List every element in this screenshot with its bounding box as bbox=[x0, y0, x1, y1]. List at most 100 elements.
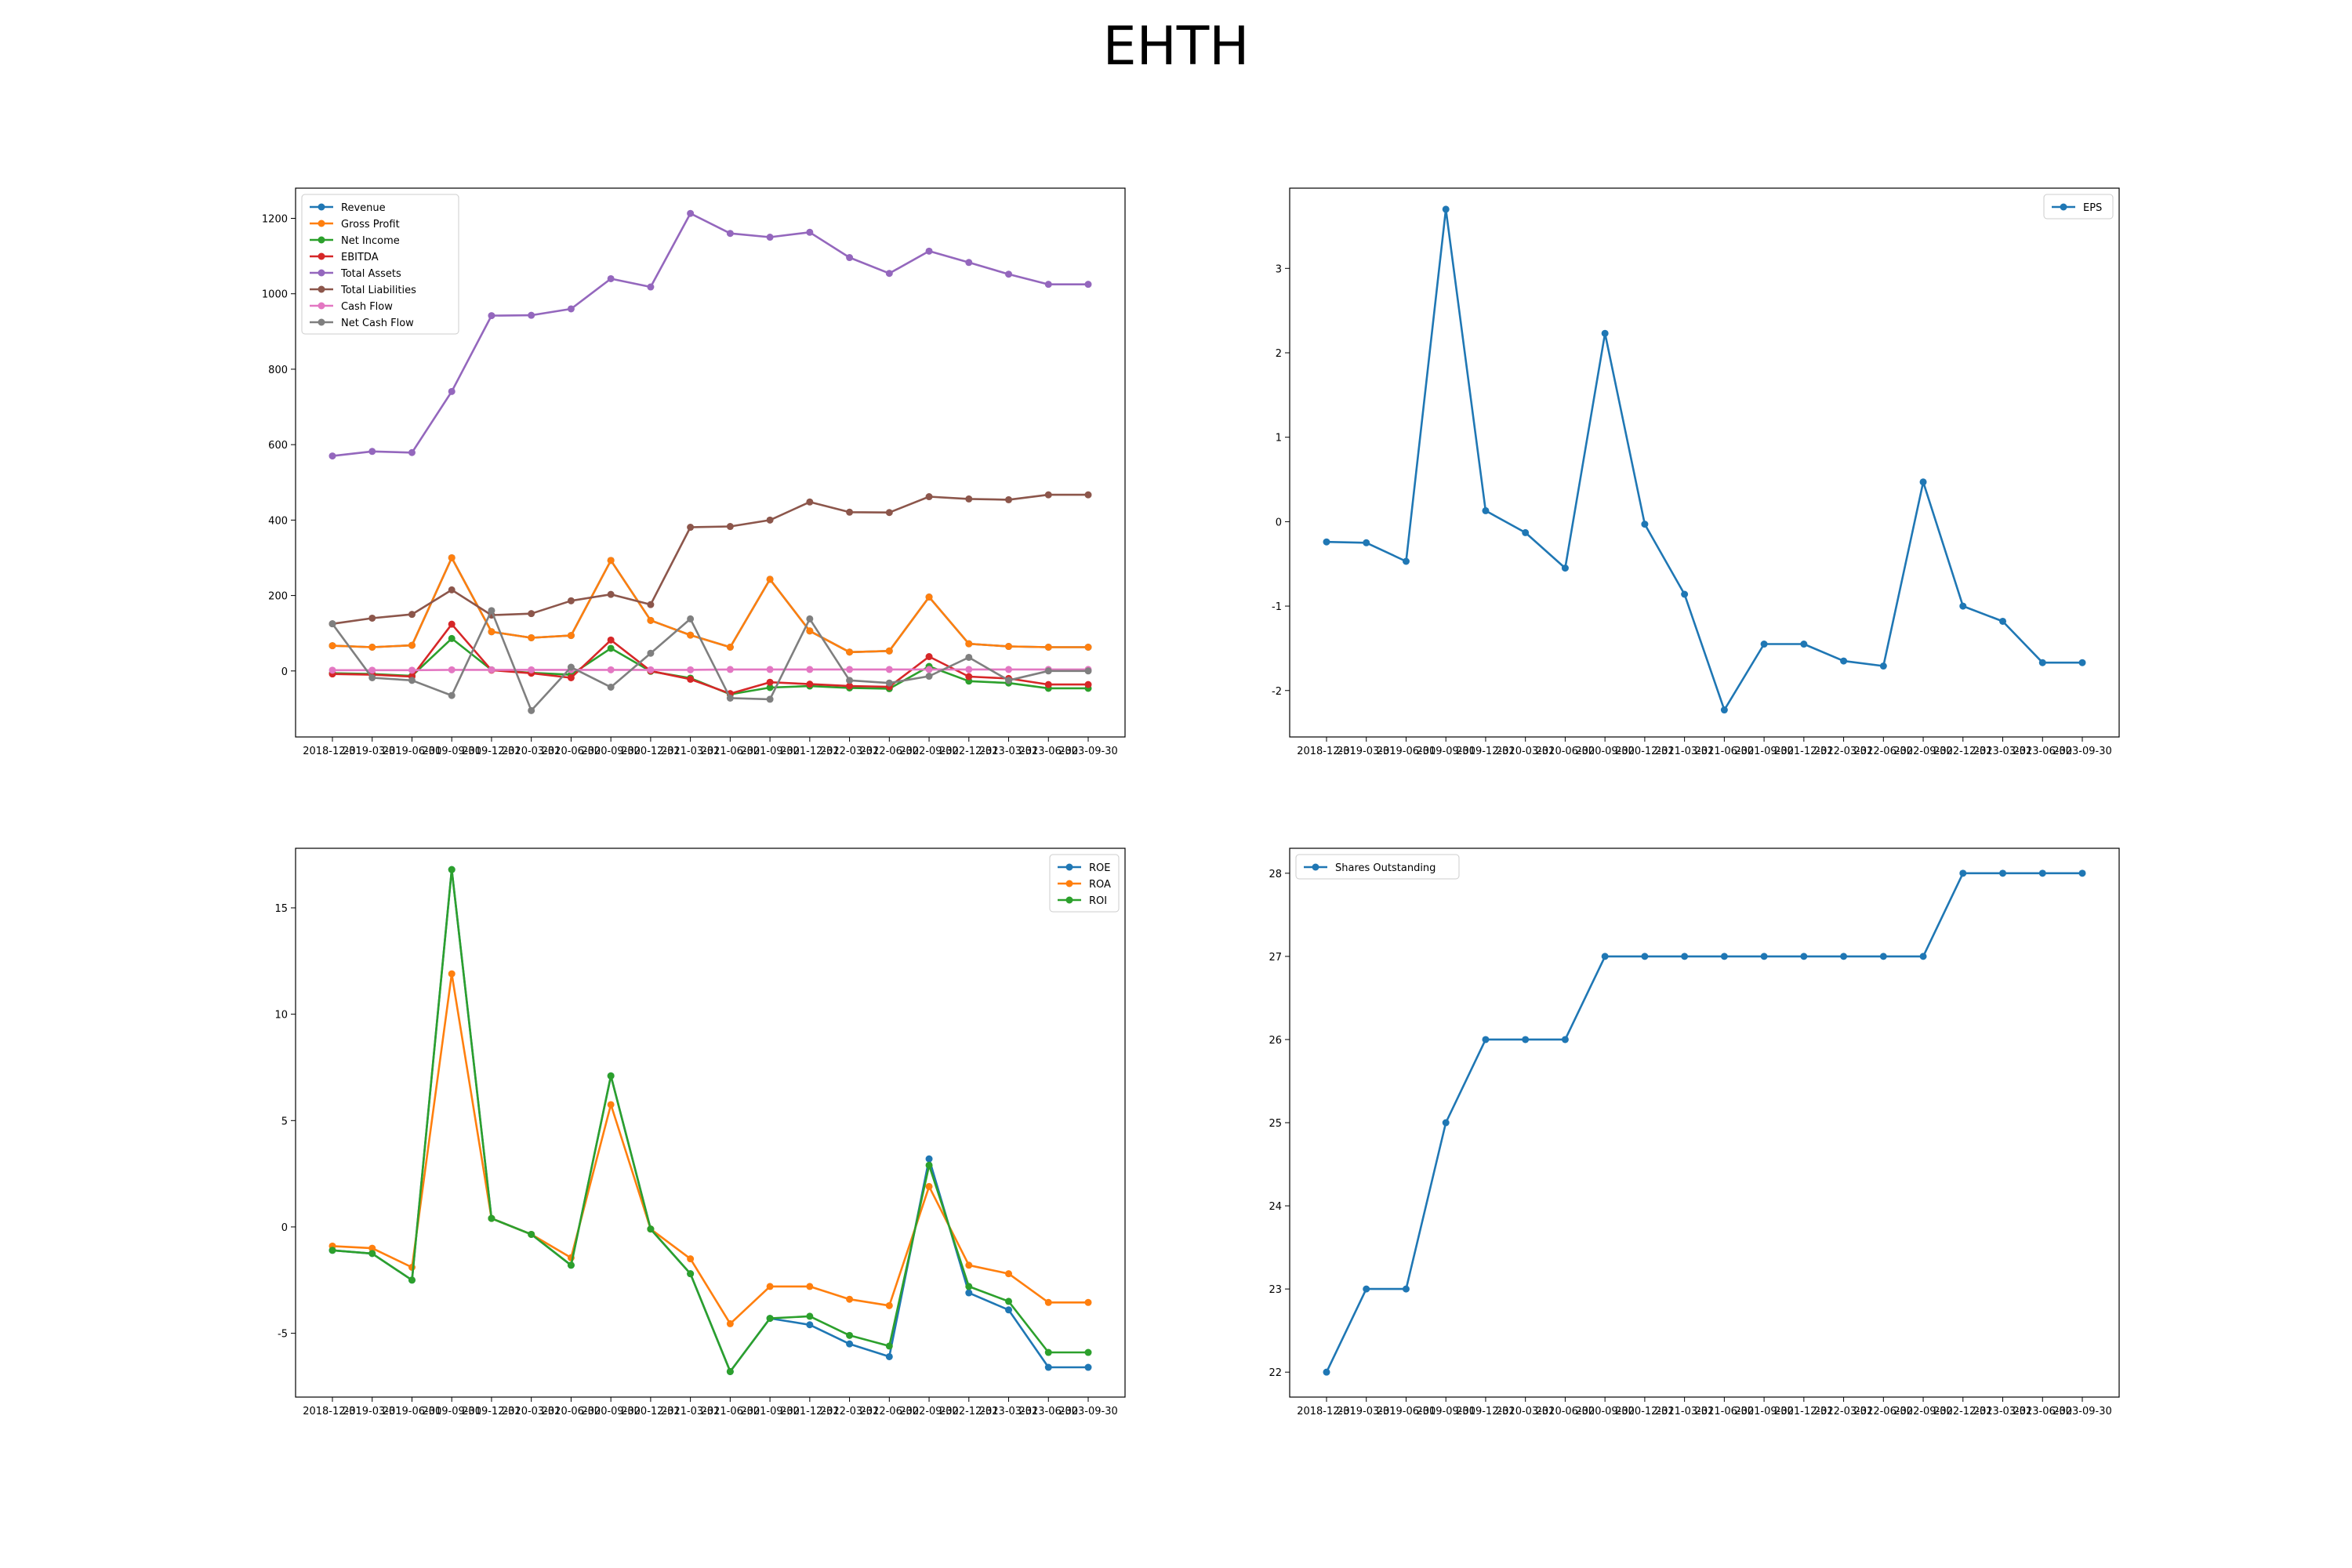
x-tick-label: 2021-09-30 bbox=[1734, 746, 1794, 757]
x-tick-label: 2020-12-31 bbox=[1615, 1406, 1675, 1417]
x-tick-label: 2018-12-31 bbox=[303, 1406, 362, 1417]
data-point-roi bbox=[368, 1250, 376, 1258]
data-point-net-cash-flow bbox=[1084, 667, 1092, 675]
data-point-total-assets bbox=[925, 247, 933, 255]
legend: Shares Outstanding bbox=[1295, 854, 1460, 880]
legend-label-net-income: Net Income bbox=[341, 235, 400, 247]
data-point-shares-outstanding bbox=[1561, 1036, 1569, 1044]
x-tick-label: 2023-03-31 bbox=[1973, 746, 2033, 757]
legend-marker-roe bbox=[1065, 863, 1073, 871]
data-point-gross-profit bbox=[1005, 643, 1013, 651]
series-line-roe bbox=[332, 868, 1088, 1373]
data-point-total-assets bbox=[726, 230, 734, 238]
data-point-shares-outstanding bbox=[1800, 953, 1808, 960]
y-tick-label: 15 bbox=[274, 903, 288, 915]
data-point-eps bbox=[1720, 706, 1728, 714]
x-tick-label: 2020-03-31 bbox=[1496, 1406, 1555, 1417]
data-point-ebitda bbox=[1084, 681, 1092, 688]
x-tick-label: 2023-09-30 bbox=[1058, 1406, 1118, 1417]
y-tick-label: 28 bbox=[1269, 869, 1282, 880]
data-point-eps bbox=[1522, 528, 1530, 536]
data-point-cash-flow bbox=[368, 666, 376, 674]
x-tick-label: 2023-06-30 bbox=[1018, 746, 1078, 757]
data-point-ebitda bbox=[607, 636, 615, 644]
legend-label-total-assets: Total Assets bbox=[340, 268, 401, 280]
data-point-shares-outstanding bbox=[1760, 953, 1768, 960]
series-line-net-cash-flow bbox=[331, 609, 1088, 712]
legend-label-eps: EPS bbox=[2083, 202, 2102, 214]
x-tick-label: 2019-12-31 bbox=[462, 746, 521, 757]
data-point-total-liabilities bbox=[448, 586, 456, 593]
chart-2: -2-101232018-12-312019-03-312019-06-3020… bbox=[1272, 187, 2120, 757]
data-point-cash-flow bbox=[965, 666, 973, 673]
data-point-gross-profit bbox=[687, 631, 695, 639]
series-line-eps bbox=[1326, 208, 2082, 711]
data-point-ebitda bbox=[965, 673, 973, 681]
data-point-gross-profit bbox=[408, 641, 416, 649]
chart-3: -50510152018-12-312019-03-312019-06-3020… bbox=[274, 848, 1126, 1417]
x-tick-label: 2021-03-31 bbox=[1655, 1406, 1715, 1417]
data-point-cash-flow bbox=[448, 666, 456, 673]
data-point-roa bbox=[1044, 1298, 1052, 1306]
data-point-roa bbox=[726, 1319, 734, 1327]
y-tick-label: -5 bbox=[278, 1329, 288, 1341]
data-point-total-assets bbox=[488, 312, 495, 320]
data-point-eps bbox=[1681, 590, 1689, 598]
data-point-total-assets bbox=[567, 305, 575, 313]
data-point-net-cash-flow bbox=[1005, 677, 1013, 684]
data-point-total-assets bbox=[368, 448, 376, 456]
data-point-roi bbox=[1044, 1348, 1052, 1356]
data-point-roi bbox=[528, 1230, 535, 1238]
data-point-gross-profit bbox=[488, 628, 495, 636]
data-point-cash-flow bbox=[647, 666, 655, 673]
data-point-net-cash-flow bbox=[528, 706, 535, 714]
x-tick-label: 2022-06-30 bbox=[1854, 746, 1914, 757]
x-tick-label: 2020-06-30 bbox=[542, 1406, 601, 1417]
y-tick-label: 0 bbox=[281, 1222, 288, 1234]
x-tick-label: 2022-09-30 bbox=[1893, 746, 1953, 757]
data-point-cash-flow bbox=[528, 666, 535, 673]
data-point-total-assets bbox=[965, 259, 973, 267]
data-point-total-assets bbox=[1005, 270, 1013, 278]
data-point-eps bbox=[1800, 641, 1808, 648]
data-point-ebitda bbox=[1044, 681, 1052, 688]
data-point-shares-outstanding bbox=[1601, 953, 1609, 960]
data-point-eps bbox=[1601, 329, 1609, 337]
data-point-shares-outstanding bbox=[1402, 1285, 1410, 1293]
data-point-eps bbox=[1879, 662, 1887, 670]
x-tick-label: 2022-12-31 bbox=[939, 1406, 999, 1417]
legend-marker-total-liabilities bbox=[318, 285, 325, 293]
data-point-eps bbox=[1561, 564, 1569, 572]
x-tick-label: 2019-09-30 bbox=[422, 746, 481, 757]
y-tick-label: 0 bbox=[281, 666, 288, 678]
y-tick-label: 25 bbox=[1269, 1118, 1282, 1130]
data-point-total-assets bbox=[766, 234, 774, 241]
data-point-roi bbox=[448, 866, 456, 873]
data-point-roa bbox=[1005, 1270, 1013, 1278]
x-tick-label: 2020-03-31 bbox=[502, 746, 561, 757]
y-tick-label: 2 bbox=[1276, 348, 1282, 360]
data-point-ebitda bbox=[925, 653, 933, 661]
data-point-roi bbox=[567, 1261, 575, 1269]
x-tick-label: 2022-06-30 bbox=[1854, 1406, 1914, 1417]
data-point-roa bbox=[368, 1244, 376, 1252]
data-point-roa bbox=[885, 1301, 893, 1309]
x-tick-label: 2019-06-30 bbox=[1377, 746, 1436, 757]
data-point-gross-profit bbox=[925, 593, 933, 601]
data-point-eps bbox=[1959, 602, 1967, 610]
data-point-roe bbox=[885, 1352, 893, 1360]
data-point-eps bbox=[1323, 538, 1330, 546]
legend-marker-cash-flow bbox=[318, 302, 325, 310]
x-tick-label: 2019-06-30 bbox=[1377, 1406, 1436, 1417]
x-tick-label: 2020-06-30 bbox=[1536, 1406, 1595, 1417]
chart-4: 222324252627282018-12-312019-03-312019-0… bbox=[1269, 848, 2120, 1417]
x-tick-label: 2019-03-31 bbox=[343, 746, 402, 757]
y-tick-label: 3 bbox=[1276, 263, 1282, 275]
data-point-roi bbox=[766, 1315, 774, 1323]
x-tick-label: 2021-12-31 bbox=[780, 746, 840, 757]
data-point-eps bbox=[1760, 641, 1768, 648]
data-point-shares-outstanding bbox=[1482, 1036, 1490, 1044]
data-point-net-cash-flow bbox=[567, 663, 575, 671]
data-point-roa bbox=[448, 970, 456, 978]
